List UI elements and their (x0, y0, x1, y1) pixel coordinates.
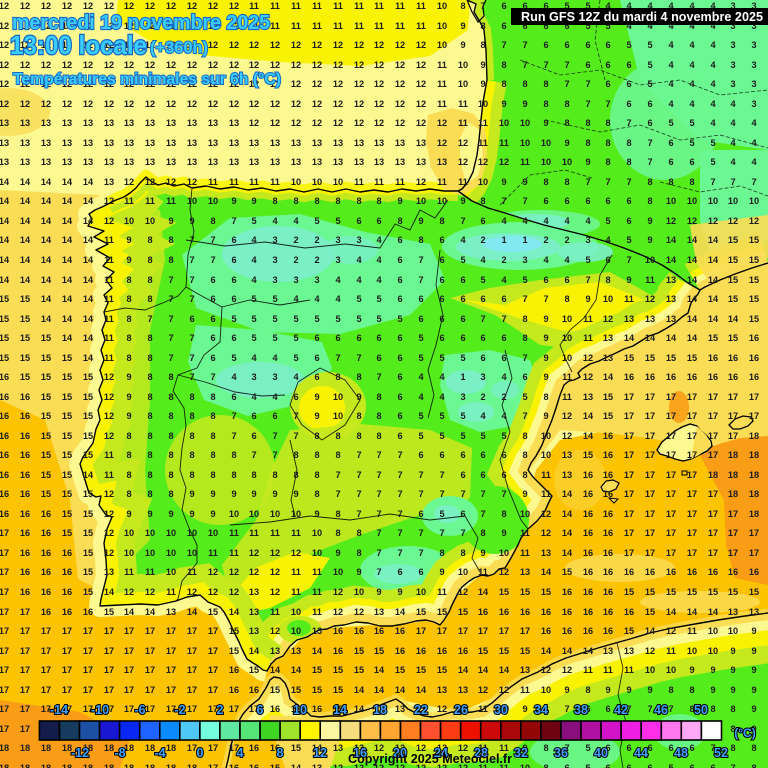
svg-text:Run GFS 12Z du mardi 4 novembr: Run GFS 12Z du mardi 4 novembre 2025 (521, 10, 763, 24)
svg-text:-14: -14 (50, 703, 68, 717)
svg-text:16: 16 (353, 746, 367, 760)
svg-text:18: 18 (373, 703, 387, 717)
svg-text:20: 20 (393, 746, 407, 760)
svg-text:(+360h): (+360h) (150, 38, 208, 57)
svg-text:(°C): (°C) (734, 726, 755, 740)
svg-text:Copyright 2025 Meteociel.fr: Copyright 2025 Meteociel.fr (348, 752, 512, 766)
svg-text:36: 36 (554, 746, 568, 760)
svg-text:-4: -4 (154, 746, 165, 760)
svg-text:34: 34 (534, 703, 548, 717)
svg-text:26: 26 (454, 703, 468, 717)
svg-text:2: 2 (217, 703, 224, 717)
svg-text:42: 42 (614, 703, 628, 717)
svg-text:46: 46 (654, 703, 668, 717)
svg-text:52: 52 (714, 746, 728, 760)
svg-text:0: 0 (197, 746, 204, 760)
svg-text:38: 38 (574, 703, 588, 717)
svg-text:12: 12 (313, 746, 327, 760)
svg-text:13:00 locale: 13:00 locale (10, 30, 147, 60)
svg-text:-2: -2 (174, 703, 185, 717)
svg-text:Températures minimales sur 6h: Températures minimales sur 6h (°C) (13, 71, 281, 88)
svg-text:50: 50 (694, 703, 708, 717)
svg-text:30: 30 (494, 703, 508, 717)
svg-text:22: 22 (414, 703, 428, 717)
svg-text:14: 14 (333, 703, 347, 717)
svg-text:48: 48 (674, 746, 688, 760)
svg-text:6: 6 (257, 703, 264, 717)
svg-text:mercredi 19 novembre 2025: mercredi 19 novembre 2025 (12, 12, 270, 34)
svg-text:40: 40 (594, 746, 608, 760)
svg-text:8: 8 (277, 746, 284, 760)
svg-text:44: 44 (634, 746, 648, 760)
svg-text:-10: -10 (91, 703, 109, 717)
svg-text:-6: -6 (134, 703, 145, 717)
svg-text:28: 28 (474, 746, 488, 760)
svg-text:10: 10 (293, 703, 307, 717)
svg-text:4: 4 (237, 746, 244, 760)
svg-text:32: 32 (514, 746, 528, 760)
svg-text:24: 24 (434, 746, 448, 760)
svg-text:-12: -12 (71, 746, 89, 760)
svg-text:-8: -8 (114, 746, 125, 760)
